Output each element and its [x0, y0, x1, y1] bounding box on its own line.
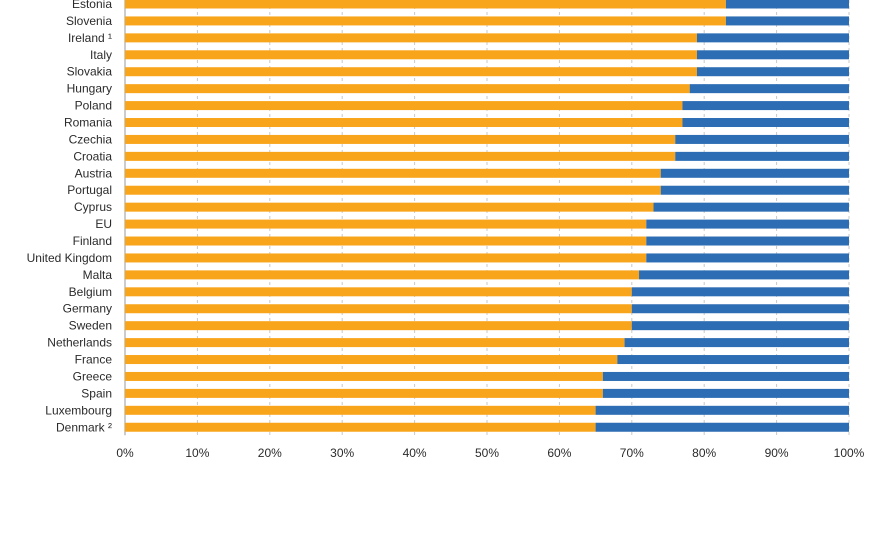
category-label: Slovenia [66, 14, 112, 28]
category-label: Slovakia [67, 65, 113, 79]
x-tick-label: 70% [620, 446, 644, 460]
bar-segment-primary [125, 253, 647, 263]
bar-segment-primary [125, 67, 697, 77]
bar-segment-secondary [689, 84, 849, 94]
bar-segment-primary [125, 338, 625, 348]
category-label: Belgium [69, 285, 112, 299]
bar-segment-secondary [631, 321, 849, 331]
bar-segment-secondary [595, 405, 849, 415]
x-tick-label: 60% [547, 446, 571, 460]
bar-segment-primary [125, 16, 726, 26]
category-label: Czechia [69, 132, 113, 146]
bar-segment-secondary [602, 371, 849, 381]
bar-segment-primary [125, 371, 603, 381]
category-label: United Kingdom [27, 251, 112, 265]
category-label: Croatia [73, 149, 112, 163]
x-tick-label: 40% [403, 446, 427, 460]
category-label: Estonia [72, 0, 112, 11]
bar-segment-primary [125, 388, 603, 398]
category-label: Greece [73, 369, 113, 383]
x-tick-label: 30% [330, 446, 354, 460]
bar-segment-secondary [696, 67, 849, 77]
x-tick-label: 10% [185, 446, 209, 460]
bar-segment-primary [125, 355, 618, 365]
category-label: EU [95, 217, 112, 231]
bar-segment-secondary [646, 253, 849, 263]
x-tick-label: 50% [475, 446, 499, 460]
bar-segment-primary [125, 304, 632, 314]
bar-segment-primary [125, 287, 632, 297]
category-label: Hungary [67, 82, 112, 96]
bar-segment-secondary [631, 304, 849, 314]
bar-segment-secondary [602, 388, 849, 398]
bar-segment-primary [125, 185, 661, 195]
bar-segment-primary [125, 84, 690, 94]
grid-layer [124, 0, 850, 436]
x-tick-label: 80% [692, 446, 716, 460]
category-label: France [75, 353, 113, 367]
category-label: Spain [81, 386, 112, 400]
bar-segment-secondary [682, 101, 849, 111]
category-label: Malta [83, 268, 113, 282]
bar-segment-primary [125, 321, 632, 331]
x-axis-ticks: 0% 10% 20% 30% 40% 50% 60% 70% 80% 90% 100% [116, 446, 864, 460]
bar-segment-primary [125, 0, 726, 9]
category-label: Austria [75, 166, 113, 180]
bar-segment-primary [125, 33, 697, 43]
bar-segment-primary [125, 202, 654, 212]
bar-segment-primary [125, 219, 647, 229]
bar-segment-primary [125, 405, 596, 415]
bar-segment-secondary [646, 219, 849, 229]
bar-segment-secondary [696, 50, 849, 60]
bar-segment-primary [125, 270, 640, 280]
bar-segment-secondary [646, 236, 849, 246]
bar-segment-secondary [631, 287, 849, 297]
bar-segment-primary [125, 422, 596, 432]
x-tick-label: 20% [258, 446, 282, 460]
bar-segment-primary [125, 168, 661, 178]
category-label: Poland [75, 99, 112, 113]
bar-segment-primary [125, 118, 683, 128]
category-label: Romania [64, 116, 112, 130]
category-label: Italy [90, 48, 112, 62]
category-label: Cyprus [74, 200, 112, 214]
category-label: Finland [73, 234, 112, 248]
category-label: Denmark ² [56, 420, 112, 434]
category-label: Germany [63, 302, 112, 316]
bar-segment-secondary [696, 33, 849, 43]
bar-segment-secondary [682, 118, 849, 128]
bar-segment-secondary [725, 0, 849, 9]
bar-segment-secondary [675, 151, 849, 161]
category-label: Sweden [69, 319, 112, 333]
bar-segment-secondary [639, 270, 849, 280]
bar-segment-primary [125, 134, 676, 144]
x-tick-label: 100% [834, 446, 865, 460]
bar-segment-secondary [595, 422, 849, 432]
bar-segment-secondary [653, 202, 849, 212]
bar-segment-primary [125, 236, 647, 246]
bars-layer [125, 0, 849, 432]
bar-segment-secondary [617, 355, 849, 365]
bar-segment-primary [125, 151, 676, 161]
category-label: Ireland ¹ [68, 31, 112, 45]
category-label: Luxembourg [45, 403, 112, 417]
bar-segment-secondary [660, 168, 849, 178]
bar-segment-secondary [660, 185, 849, 195]
x-tick-label: 90% [765, 446, 789, 460]
bar-segment-primary [125, 101, 683, 111]
x-tick-label: 0% [116, 446, 134, 460]
category-labels: Estonia Slovenia Ireland ¹ Italy Slovakia Hun… [27, 0, 113, 434]
bar-segment-secondary [624, 338, 849, 348]
bar-segment-secondary [675, 134, 849, 144]
bar-segment-secondary [725, 16, 849, 26]
category-label: Netherlands [47, 336, 112, 350]
category-label: Portugal [67, 183, 112, 197]
bar-segment-primary [125, 50, 697, 60]
